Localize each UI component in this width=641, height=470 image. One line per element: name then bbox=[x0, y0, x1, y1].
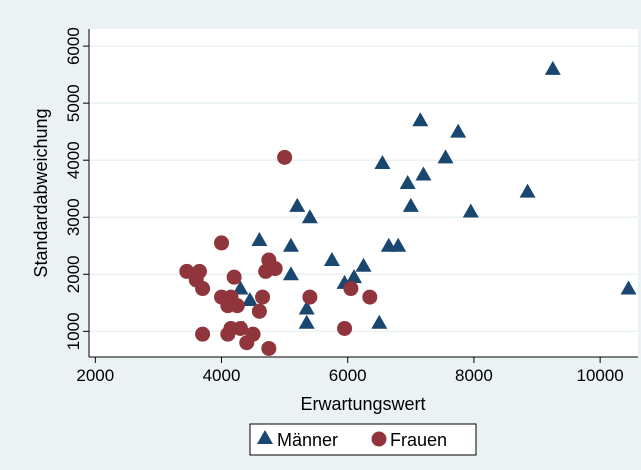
legend: Männer Frauen bbox=[249, 423, 477, 456]
point-triangle bbox=[298, 300, 315, 315]
point-triangle bbox=[371, 314, 388, 329]
point-triangle bbox=[390, 237, 407, 252]
point-triangle bbox=[415, 166, 432, 181]
point-circle bbox=[239, 335, 255, 351]
point-circle bbox=[195, 326, 211, 342]
point-triangle bbox=[282, 266, 299, 281]
point-circle bbox=[229, 298, 245, 314]
point-triangle bbox=[374, 155, 391, 170]
point-circle bbox=[214, 235, 230, 251]
point-circle bbox=[277, 149, 293, 165]
point-triangle bbox=[251, 232, 268, 247]
point-circle bbox=[302, 289, 318, 305]
point-circle bbox=[258, 263, 274, 279]
point-circle bbox=[195, 281, 211, 297]
x-tick-label: 4000 bbox=[203, 366, 241, 385]
legend-label-frauen: Frauen bbox=[390, 430, 447, 450]
legend-label-maenner: Männer bbox=[277, 430, 338, 450]
point-triangle bbox=[282, 237, 299, 252]
point-triangle bbox=[544, 60, 561, 75]
y-tick-label: 6000 bbox=[64, 27, 83, 65]
point-triangle bbox=[241, 291, 258, 306]
legend-box bbox=[249, 423, 477, 456]
point-triangle bbox=[462, 203, 479, 218]
point-triangle bbox=[301, 209, 318, 224]
point-circle bbox=[343, 281, 359, 297]
point-circle bbox=[226, 269, 242, 285]
point-triangle bbox=[399, 175, 416, 190]
point-triangle bbox=[519, 183, 536, 198]
point-triangle bbox=[620, 280, 637, 295]
y-tick-label: 5000 bbox=[64, 84, 83, 122]
point-triangle bbox=[346, 269, 363, 284]
point-circle bbox=[255, 289, 271, 305]
point-triangle bbox=[289, 197, 306, 212]
x-tick-label: 6000 bbox=[329, 366, 367, 385]
point-triangle bbox=[450, 123, 467, 138]
y-axis-title: Standardabweichung bbox=[31, 108, 51, 277]
x-axis-ticks: 2000 4000 6000 8000 10000 bbox=[76, 357, 624, 385]
x-tick-label: 8000 bbox=[455, 366, 493, 385]
point-circle bbox=[362, 289, 378, 305]
plot-area bbox=[89, 29, 638, 357]
legend-marker-maenner bbox=[257, 430, 273, 444]
x-axis-title: Erwartungswert bbox=[300, 394, 425, 414]
point-circle bbox=[220, 326, 236, 342]
point-circle bbox=[337, 320, 353, 336]
x-tick-label: 10000 bbox=[576, 366, 623, 385]
data-points bbox=[179, 60, 637, 356]
y-tick-label: 2000 bbox=[64, 255, 83, 293]
point-triangle bbox=[323, 252, 340, 267]
point-triangle bbox=[232, 280, 249, 295]
point-triangle bbox=[402, 197, 419, 212]
x-tick-label: 2000 bbox=[76, 366, 114, 385]
point-circle bbox=[232, 320, 248, 336]
y-axis-ticks: 1000 2000 3000 4000 5000 6000 bbox=[64, 27, 89, 350]
point-circle bbox=[261, 340, 277, 356]
point-circle bbox=[251, 303, 267, 319]
point-triangle bbox=[437, 149, 454, 164]
y-tick-label: 4000 bbox=[64, 141, 83, 179]
legend-marker-frauen bbox=[371, 431, 387, 447]
point-triangle bbox=[355, 257, 372, 272]
point-triangle bbox=[298, 314, 315, 329]
y-tick-label: 1000 bbox=[64, 312, 83, 350]
y-tick-label: 3000 bbox=[64, 198, 83, 236]
point-triangle bbox=[412, 112, 429, 127]
